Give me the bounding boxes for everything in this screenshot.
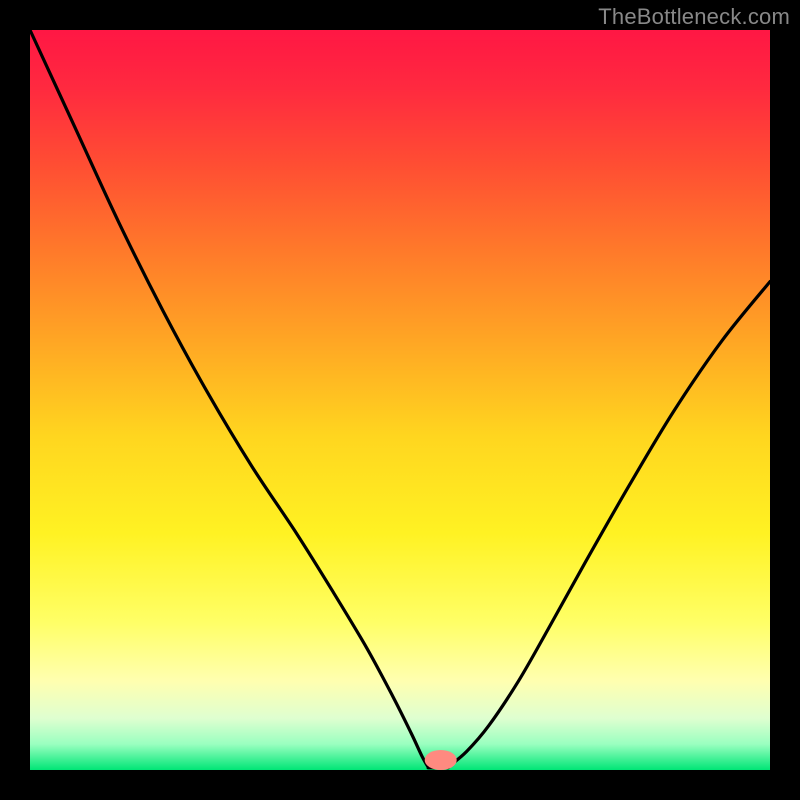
bottleneck-chart: [0, 0, 800, 800]
watermark-text: TheBottleneck.com: [598, 4, 790, 30]
bottleneck-marker: [425, 750, 457, 770]
chart-frame: TheBottleneck.com: [0, 0, 800, 800]
plot-background: [30, 30, 770, 770]
